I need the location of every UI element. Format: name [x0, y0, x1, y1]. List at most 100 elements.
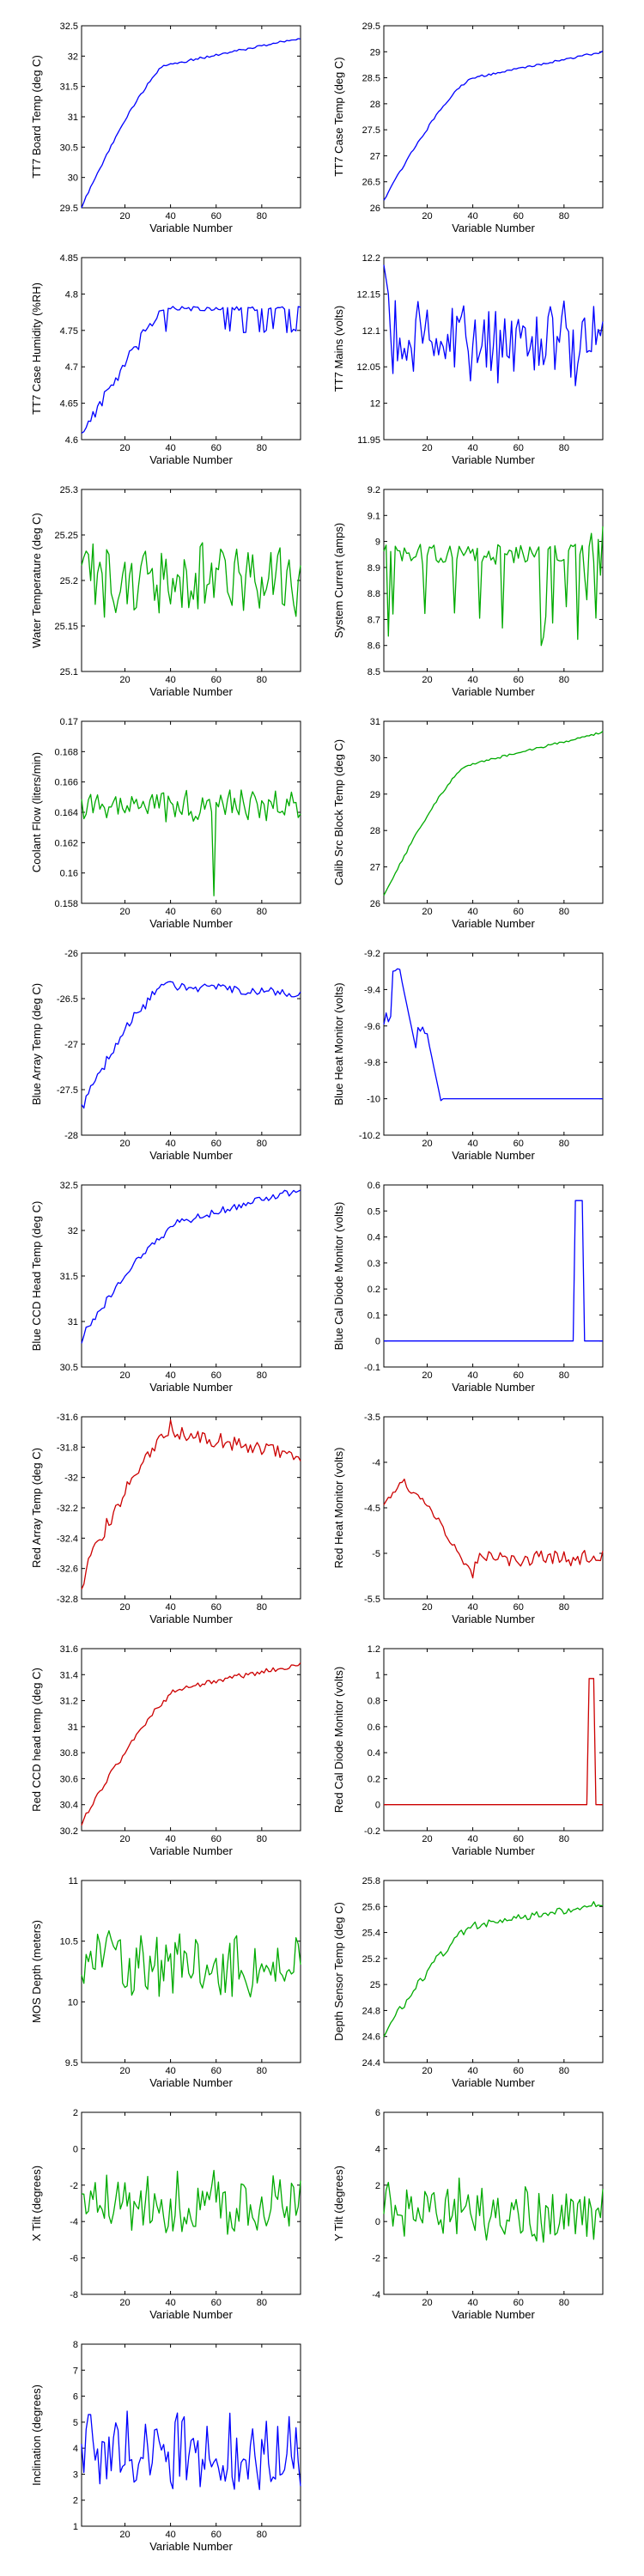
y-tick-label: 4.7 — [65, 362, 78, 373]
y-tick-label: -3.5 — [364, 1413, 380, 1423]
x-tick-label: 60 — [513, 907, 524, 917]
x-tick-label: 80 — [257, 1370, 267, 1381]
chart-panel-16: 20 40 60 80 -0.2 0 0.2 0.4 0.6 0.8 1 1.2 Variable Nu… — [332, 1644, 604, 1857]
y-tick-label: 0.6 — [368, 1722, 380, 1733]
y-tick-label: -5.5 — [364, 1595, 380, 1605]
x-tick-label: 20 — [119, 443, 130, 453]
plot-frame — [81, 1184, 301, 1368]
chart-panel-8: 20 40 60 80 26 27 28 29 30 31 Variable Number Calib… — [332, 717, 604, 930]
y-tick-label: 2 — [73, 2108, 78, 2118]
plot-frame — [81, 257, 301, 440]
x-axis-label: Variable Number — [452, 1149, 535, 1162]
plot-frame — [81, 2111, 301, 2295]
y-tick-label: 32 — [68, 52, 78, 62]
x-tick-label: 60 — [513, 2066, 524, 2076]
y-tick-label: 1.2 — [368, 1644, 380, 1655]
x-tick-label: 20 — [119, 211, 130, 222]
chart-panel-15: 20 40 60 80 30.2 30.4 30.6 30.8 31 31.2 31.4 31.6 Va… — [30, 1644, 301, 1857]
y-tick-label: -28 — [64, 1131, 78, 1141]
x-tick-label: 80 — [559, 1139, 569, 1149]
y-tick-label: -4.5 — [364, 1504, 380, 1514]
y-tick-label: 31.5 — [60, 82, 78, 93]
y-tick-label: 31.6 — [60, 1644, 78, 1655]
y-tick-label: -6 — [70, 2254, 78, 2264]
y-tick-label: -9.6 — [364, 1022, 380, 1032]
x-tick-label: 20 — [119, 1834, 130, 1844]
y-tick-label: 32.5 — [60, 1181, 78, 1191]
x-tick-label: 40 — [165, 1370, 175, 1381]
x-tick-label: 80 — [257, 443, 267, 453]
y-tick-label: -27.5 — [57, 1085, 78, 1096]
x-tick-label: 80 — [257, 2298, 267, 2308]
y-tick-label: 28 — [370, 826, 380, 836]
y-tick-label: -0.2 — [364, 1826, 380, 1837]
y-axis-label: Blue Heat Monitor (volts) — [332, 982, 345, 1105]
x-axis-label: Variable Number — [149, 917, 233, 930]
y-tick-label: 27 — [370, 151, 380, 161]
x-tick-label: 80 — [559, 1370, 569, 1381]
x-tick-label: 40 — [467, 1139, 477, 1149]
y-tick-label: 0.4 — [368, 1233, 380, 1243]
x-tick-label: 60 — [211, 2530, 222, 2540]
x-tick-label: 80 — [257, 1602, 267, 1613]
series-line — [81, 2169, 301, 2235]
x-tick-label: 40 — [165, 907, 175, 917]
x-tick-label: 60 — [211, 675, 222, 685]
y-axis-label: Red Cal Diode Monitor (volts) — [332, 1667, 345, 1814]
y-axis-label: X Tilt (degrees) — [30, 2166, 43, 2241]
x-axis-label: Variable Number — [452, 917, 535, 930]
x-axis-label: Variable Number — [149, 453, 233, 466]
y-tick-label: 4 — [375, 2144, 380, 2154]
y-tick-label: 1 — [375, 1670, 380, 1680]
y-tick-label: 28 — [370, 100, 380, 110]
x-tick-label: 60 — [513, 1602, 524, 1613]
y-tick-label: -32 — [64, 1473, 78, 1484]
y-axis-label: Inclination (degrees) — [30, 2385, 43, 2486]
x-tick-label: 40 — [165, 2066, 175, 2076]
x-tick-label: 40 — [467, 2066, 477, 2076]
x-tick-label: 60 — [211, 1602, 222, 1613]
series-line — [81, 981, 301, 1109]
x-tick-label: 40 — [165, 443, 175, 453]
y-tick-label: -5 — [372, 1549, 380, 1559]
y-tick-label: 27.5 — [362, 125, 380, 136]
x-tick-label: 20 — [422, 1602, 432, 1613]
plot-frame — [81, 489, 301, 672]
x-tick-label: 40 — [467, 443, 477, 453]
y-tick-label: 11 — [69, 1876, 78, 1886]
y-tick-label: 4.6 — [65, 435, 78, 446]
series-line — [383, 264, 604, 386]
series-line — [384, 1678, 603, 1806]
x-tick-label: 80 — [559, 1834, 569, 1844]
x-tick-label: 80 — [257, 211, 267, 222]
x-axis-label: Variable Number — [452, 222, 535, 234]
x-tick-label: 80 — [257, 675, 267, 685]
y-tick-label: 11.95 — [357, 435, 380, 446]
plot-frame — [81, 1648, 301, 1832]
y-tick-label: 4.8 — [65, 289, 78, 300]
chart-panel-5: 20 40 60 80 25.1 25.15 25.2 25.25 25.3 Variable N… — [30, 485, 301, 698]
x-tick-label: 20 — [422, 2066, 432, 2076]
x-tick-label: 80 — [257, 1834, 267, 1844]
y-tick-label: 12.2 — [362, 253, 380, 264]
y-tick-label: 31 — [68, 112, 78, 123]
plot-frame — [383, 1880, 604, 2063]
y-tick-label: 30.2 — [60, 1826, 78, 1837]
chart-panel-11: 20 40 60 80 30.5 31 31.5 32 32.5 Variable Number B… — [30, 1181, 301, 1394]
y-tick-label: 25.25 — [54, 531, 78, 541]
y-tick-label: 12.05 — [356, 362, 380, 373]
y-tick-label: 25.1 — [60, 667, 78, 677]
series-line — [383, 968, 603, 1102]
x-tick-label: 80 — [257, 2066, 267, 2076]
y-tick-label: -27 — [64, 1040, 78, 1050]
x-tick-label: 40 — [165, 2530, 175, 2540]
y-axis-label: Blue Array Temp (deg C) — [30, 983, 43, 1105]
x-tick-label: 60 — [513, 2298, 524, 2308]
y-tick-label: 26 — [370, 204, 380, 214]
y-tick-label: -9.8 — [364, 1058, 380, 1068]
y-tick-label: 9.5 — [65, 2058, 78, 2069]
x-tick-label: 80 — [559, 443, 569, 453]
x-tick-label: 40 — [165, 1139, 175, 1149]
x-tick-label: 40 — [467, 675, 477, 685]
chart-panel-7: 20 40 60 80 0.158 0.16 0.162 0.164 0.166 0.168 0.1… — [30, 717, 301, 930]
